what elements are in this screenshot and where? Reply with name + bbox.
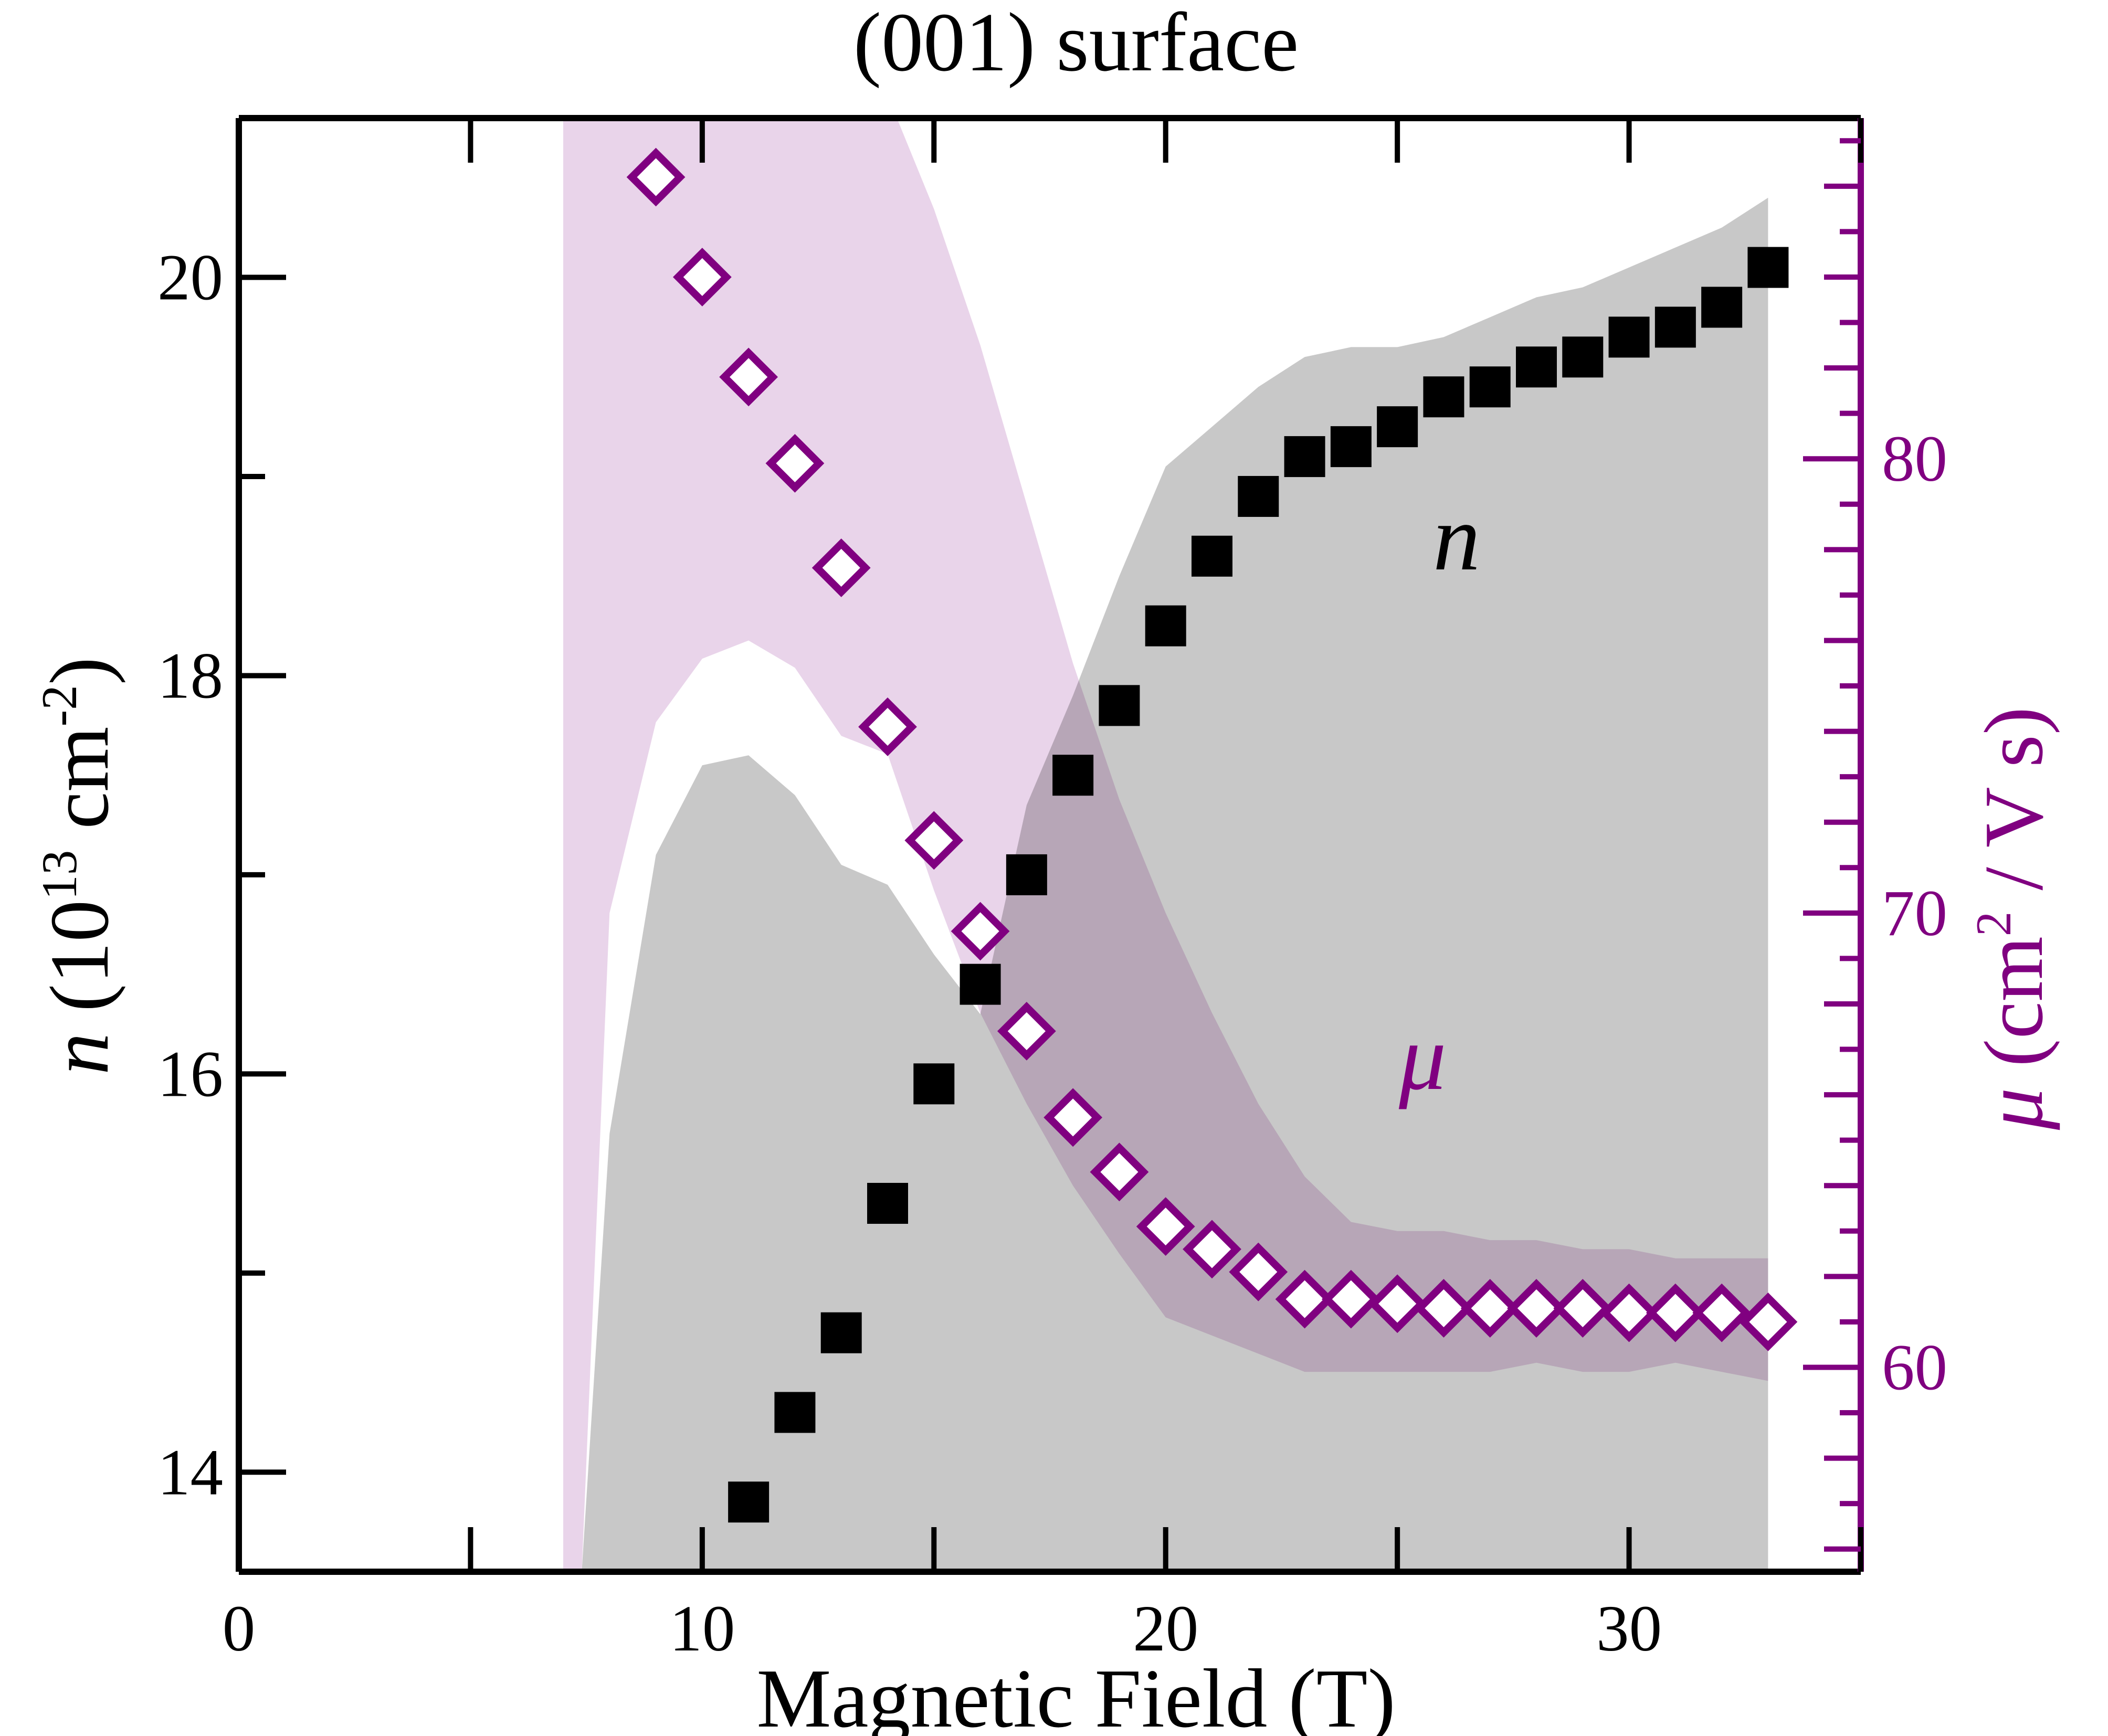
left-axis-label: n (1013 cm-2)	[31, 657, 126, 1075]
mu-point	[1321, 1269, 1380, 1329]
n-point	[1192, 535, 1232, 577]
n-uncertainty-band	[582, 197, 1768, 1572]
n-point	[1608, 316, 1650, 358]
mu-point	[1044, 1088, 1103, 1147]
mu-uncertainty-band	[563, 118, 1768, 1572]
mu-point	[904, 811, 964, 870]
mu-point	[1692, 1283, 1752, 1342]
axes: 0 10 20 30 14 16 18 20 60 70 80	[157, 115, 1947, 1665]
mu-point	[1229, 1242, 1288, 1301]
x-tick-label: 0	[223, 1593, 256, 1665]
n-point	[1469, 366, 1511, 408]
n-point	[774, 1392, 816, 1433]
mu-point	[811, 538, 871, 597]
n-point	[1238, 475, 1279, 517]
left-tick-label: 20	[157, 242, 223, 314]
mu-point	[1090, 1142, 1149, 1202]
n-point	[1099, 685, 1140, 726]
x-axis-label: Magnetic Field (T)	[756, 1652, 1395, 1736]
mu-point	[1553, 1279, 1612, 1338]
n-point	[1145, 605, 1186, 647]
right-tick-label: 70	[1882, 877, 1947, 950]
annotation-n: n	[1433, 485, 1480, 590]
mu-point	[1136, 1197, 1195, 1256]
x-tick-label: 10	[669, 1593, 735, 1665]
n-point	[1052, 755, 1094, 796]
mu-point	[1275, 1269, 1334, 1329]
mu-point	[1507, 1279, 1566, 1338]
chart-title: (001) surface	[853, 0, 1299, 89]
n-point	[1330, 426, 1372, 468]
n-point	[1284, 436, 1325, 478]
n-point	[960, 964, 1001, 1005]
mu-point	[1738, 1293, 1798, 1351]
x-tick-label: 20	[1133, 1593, 1198, 1665]
mu-point	[1460, 1279, 1520, 1338]
n-point	[1423, 376, 1464, 418]
x-tick-label: 30	[1596, 1593, 1662, 1665]
n-point	[1377, 406, 1418, 448]
n-point	[867, 1183, 908, 1224]
right-axis-label: μ (cm2 / V s)	[1966, 707, 2060, 1130]
mu-point	[626, 147, 686, 207]
n-point	[913, 1063, 955, 1105]
mu-point	[1646, 1283, 1705, 1342]
mu-point	[719, 347, 778, 407]
n-point	[1006, 854, 1047, 895]
right-tick-label: 80	[1882, 423, 1947, 495]
n-point	[1701, 287, 1743, 328]
right-tick-label: 60	[1882, 1331, 1947, 1404]
mu-point	[951, 902, 1010, 961]
uncertainty-bands	[563, 118, 1768, 1572]
n-point	[1516, 346, 1557, 388]
n-point	[728, 1481, 770, 1523]
n-point	[1562, 336, 1604, 378]
left-tick-label: 14	[157, 1436, 223, 1509]
mu-point	[997, 1002, 1056, 1061]
mu-point	[1368, 1274, 1427, 1333]
mu-point	[858, 697, 917, 756]
n-point	[820, 1312, 862, 1353]
n-point	[1747, 247, 1789, 288]
mu-point	[1183, 1220, 1241, 1279]
n-point	[1654, 306, 1696, 348]
left-tick-label: 16	[157, 1038, 223, 1110]
data-markers	[626, 147, 1798, 1523]
mu-point	[765, 433, 825, 493]
annotation-mu: μ	[1398, 1005, 1446, 1109]
mu-point	[1414, 1279, 1473, 1338]
mu-point	[672, 248, 732, 306]
mu-point	[1599, 1283, 1659, 1342]
left-tick-label: 18	[157, 640, 223, 712]
